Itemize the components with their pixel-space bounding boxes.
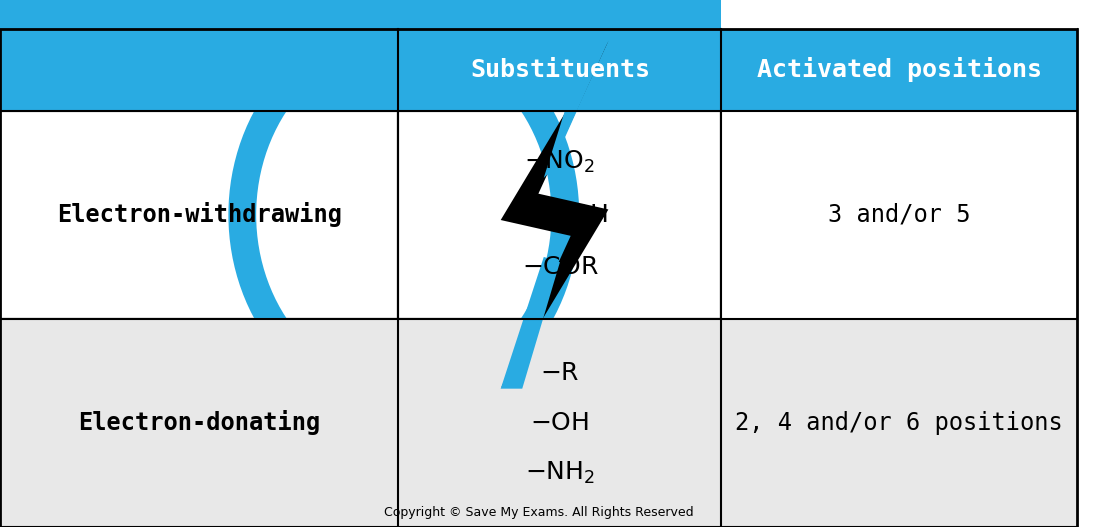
Text: Electron-donating: Electron-donating xyxy=(78,411,320,435)
Bar xyxy=(722,111,1077,319)
Bar xyxy=(722,111,1077,319)
Bar xyxy=(722,29,1077,111)
Bar xyxy=(0,0,1077,111)
Text: $-\mathrm{COR}$: $-\mathrm{COR}$ xyxy=(521,256,598,279)
Polygon shape xyxy=(500,257,560,389)
Text: 2, 4 and/or 6 positions: 2, 4 and/or 6 positions xyxy=(735,411,1063,435)
Bar xyxy=(0,319,1077,527)
Bar xyxy=(722,319,1077,527)
Text: $-\mathrm{NH_2}$: $-\mathrm{NH_2}$ xyxy=(525,460,595,486)
Text: Copyright © Save My Exams. All Rights Reserved: Copyright © Save My Exams. All Rights Re… xyxy=(384,506,693,519)
Text: $-\mathrm{NO_2}$: $-\mathrm{NO_2}$ xyxy=(525,149,595,175)
Bar xyxy=(398,319,722,527)
Bar xyxy=(0,319,398,527)
Bar xyxy=(722,319,1077,527)
Text: Substituents: Substituents xyxy=(470,58,650,82)
Bar xyxy=(398,29,722,111)
Text: $-\mathrm{R}$: $-\mathrm{R}$ xyxy=(540,361,580,385)
Bar xyxy=(0,111,398,319)
Text: 3 and/or 5: 3 and/or 5 xyxy=(828,203,970,227)
Polygon shape xyxy=(500,41,608,389)
Bar xyxy=(398,111,722,319)
Bar xyxy=(722,29,1077,111)
Polygon shape xyxy=(543,41,608,178)
Bar xyxy=(0,29,398,111)
Text: $-\mathrm{OH}$: $-\mathrm{OH}$ xyxy=(530,411,590,435)
Text: $-\mathrm{COOH}$: $-\mathrm{COOH}$ xyxy=(512,203,608,227)
Bar xyxy=(722,0,1077,527)
Text: Electron-withdrawing: Electron-withdrawing xyxy=(57,202,342,227)
Text: Activated positions: Activated positions xyxy=(757,57,1042,82)
